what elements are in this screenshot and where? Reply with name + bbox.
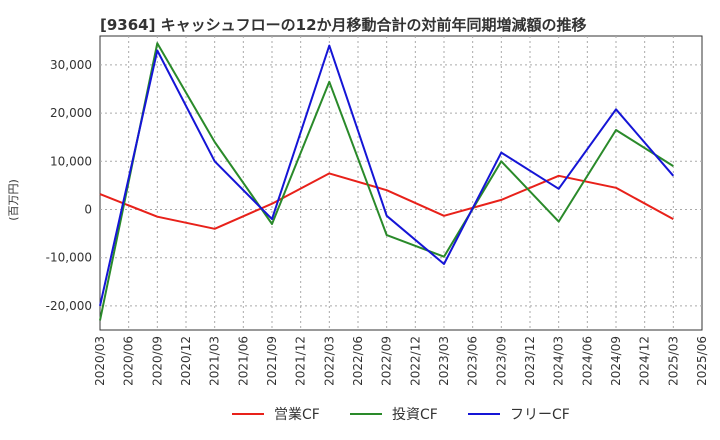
x-tick-label: 2021/06: [236, 336, 250, 386]
x-tick-label: 2020/09: [150, 336, 164, 386]
legend-label: 営業CF: [274, 407, 320, 423]
x-tick-label: 2021/12: [294, 336, 308, 386]
x-tick-label: 2020/06: [122, 336, 136, 386]
series-line: [99, 44, 675, 307]
x-tick-label: 2024/06: [580, 336, 594, 386]
legend-label: フリーCF: [510, 407, 570, 423]
plot-area: 2020/03 2020/06 2020/09 2020/12 2021/03 2021/…: [46, 35, 709, 386]
x-tick-label: 2020/03: [93, 336, 107, 386]
y-tick-label: -10,000: [46, 251, 92, 265]
plot-border: [99, 35, 703, 331]
x-tick-label: 2021/09: [265, 336, 279, 386]
chart-title: [9364] キャッシュフローの12か月移動合計の対前年同期増減額の推移: [100, 16, 587, 34]
x-tick-label: 2022/12: [408, 336, 422, 386]
x-tick-label: 2023/06: [466, 336, 480, 386]
x-tick-label: 2020/12: [179, 336, 193, 386]
y-axis-label: (百万円): [7, 179, 20, 221]
series-line: [99, 172, 674, 230]
x-tick-label: 2025/03: [666, 336, 680, 386]
x-tick-label: 2025/06: [695, 336, 709, 386]
legend: 営業CF 投資CF フリーCF: [232, 407, 570, 423]
y-tick-label: 10,000: [50, 154, 92, 168]
y-tick-label: -20,000: [46, 299, 92, 313]
y-tick-label: 20,000: [50, 106, 92, 120]
y-tick-label: 30,000: [50, 58, 92, 72]
y-tick-label: 0: [84, 203, 92, 217]
x-tick-label: 2021/03: [208, 336, 222, 386]
x-tick-label: 2022/03: [322, 336, 336, 386]
x-tick-label: 2023/09: [494, 336, 508, 386]
x-tick-label: 2023/03: [437, 336, 451, 386]
legend-label: 投資CF: [392, 407, 438, 423]
x-tick-label: 2022/06: [351, 336, 365, 386]
x-tick-label: 2024/09: [609, 336, 623, 386]
x-tick-label: 2023/12: [523, 336, 537, 386]
x-tick-label: 2022/09: [380, 336, 394, 386]
x-tick-label: 2024/03: [552, 336, 566, 386]
series-line: [99, 42, 674, 321]
x-tick-label: 2024/12: [638, 336, 652, 386]
